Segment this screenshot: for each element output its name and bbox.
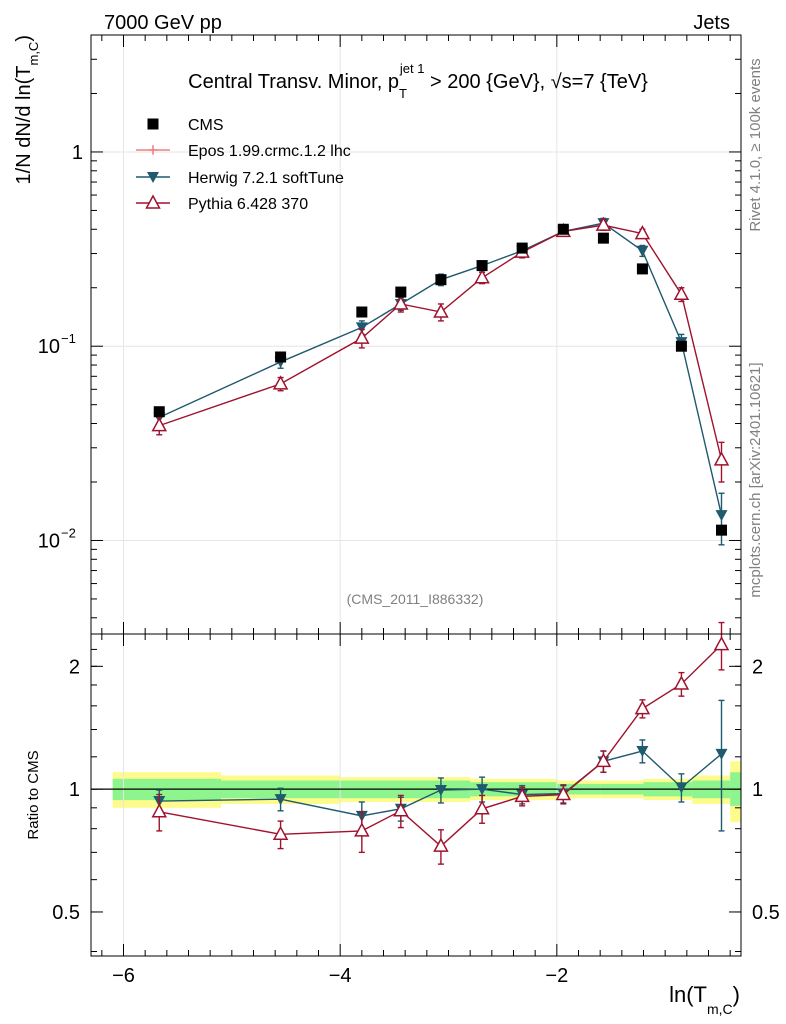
legend-label-epos: Epos 1.99.crmc.1.2 lhc [188,143,351,160]
ratio-pythia-point [354,822,370,837]
x-tick-label: −6 [112,965,135,987]
ratio-y-axis-label: Ratio to CMS [25,750,42,839]
ratio-herwig-point [274,794,287,806]
ratio-pythia-point [673,675,690,690]
x-tick-label: −4 [329,965,352,987]
legend-marker-pythia [145,194,161,209]
main-y-tick-exponent: −2 [61,525,76,540]
ratio-y-tick-label: 0.5 [52,902,80,924]
main-pythia-point [151,417,168,432]
legend-label-pythia: Pythia 6.428 370 [188,196,308,213]
legend-marker-herwig [147,172,159,183]
ratio-y-tick-label: 1 [69,779,80,801]
main-y-tick-label: 10 [38,530,60,552]
ratio-herwig-point [476,784,489,796]
ratio-pythia-point [713,636,730,651]
ratio-ticks: −6 −4 −2 2 2 1 1 0.5 0.5 [52,633,780,987]
main-pythia-point [272,375,289,390]
main-grid [91,35,741,634]
legend-label-cms: CMS [188,117,224,134]
main-cms-point [153,406,165,418]
main-cms-point [675,340,687,352]
main-pythia-point [595,216,612,231]
ratio-pythia-point [595,752,612,768]
header-jets: Jets [693,12,730,34]
x-tick-label: −2 [545,965,568,987]
ratio-pythia-point [514,787,530,803]
ratio-series [151,621,730,865]
mcplots-label: mcplots.cern.ch [arXiv:2401.10621] [747,362,764,597]
main-cms-point [476,260,488,272]
main-cms-point [597,232,609,244]
ratio-pythia-point [474,800,490,815]
main-y-tick-exponent: −1 [61,331,76,346]
main-pythia-point [673,285,690,301]
main-herwig-point [636,245,649,257]
main-pythia-point [634,225,651,240]
main-pythia-point [474,269,490,284]
ratio-y-tick-label-right: 2 [752,656,763,678]
ratio-y-tick-label-right: 0.5 [752,902,780,924]
main-pythia-point [393,295,409,310]
ratio-panel: −6 −4 −2 2 2 1 1 0.5 0.5 Ratio to CMS ln(Tm,C) [25,621,780,1017]
main-cms-point [636,263,648,275]
main-cms-point [435,274,447,286]
main-pythia-line [159,224,723,461]
main-y-axis-label: 1/N dN/d ln(Tm,C) [13,35,41,184]
main-pythia-point [433,303,449,318]
analysis-id-watermark: (CMS_2011_I886332) [347,591,484,607]
main-pythia-point [713,451,730,466]
main-herwig-point [355,322,368,334]
ratio-bands [112,761,741,823]
main-title: Central Transv. Minor, pTjet 1 > 200 {Ge… [188,61,648,101]
main-y-tick-label: 10 [38,336,60,358]
main-cms-point [557,223,569,235]
ratio-herwig-point [715,748,728,760]
ratio-herwig-line [159,750,722,817]
main-pythia-point [354,329,370,344]
main-cms-point [356,306,368,318]
main-cms-point [716,524,727,536]
ratio-herwig-point [675,782,688,794]
legend-marker-cms [147,118,159,130]
legend-marker-epos [149,146,157,154]
legend: CMS Epos 1.99.crmc.1.2 lhc Herwig 7.2.1 so… [136,117,351,213]
ratio-herwig-point [636,746,649,758]
main-cms-point [395,286,407,298]
ratio-pythia-point [393,802,409,817]
x-axis-label: ln(Tm,C) [669,982,740,1017]
ratio-y-tick-label: 2 [69,656,80,678]
ratio-frame [90,633,742,957]
ratio-pythia-point [151,803,168,818]
legend-label-herwig: Herwig 7.2.1 softTune [188,170,344,187]
main-panel: 110−110−2 Central Transv. Minor, pTjet 1… [13,34,742,635]
ratio-y-tick-label-right: 1 [752,779,763,801]
ratio-pythia-point [433,837,449,852]
ratio-pythia-line [159,644,722,848]
main-series [151,216,730,546]
main-y-tick-label: 1 [72,142,83,164]
main-herwig-point [715,510,728,522]
main-y-ticks: 110−110−2 [38,34,741,634]
header-energy: 7000 GeV pp [104,12,222,34]
ratio-pythia-point [272,825,289,841]
rivet-version-label: Rivet 4.1.0, ≥ 100k events [747,58,764,231]
ratio-pythia-point [555,785,572,801]
ratio-pythia-point [634,700,651,715]
main-cms-point [275,351,287,363]
main-herwig-line [158,222,723,516]
ratio-herwig-point [434,785,447,797]
main-cms-point [516,242,528,254]
